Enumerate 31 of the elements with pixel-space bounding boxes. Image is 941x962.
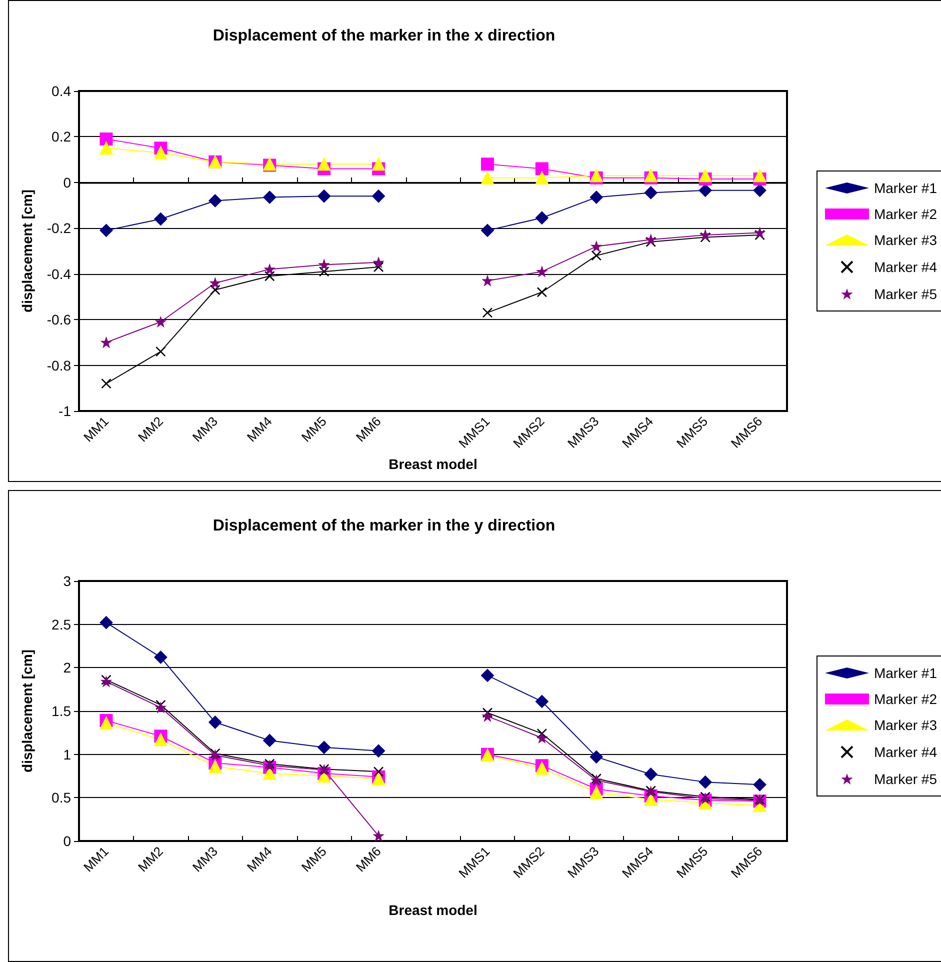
x-axis-title: Breast model xyxy=(388,902,478,918)
y-tick-label: 0.4 xyxy=(52,83,72,99)
legend-label: Marker #4 xyxy=(874,259,938,275)
y-tick-label: -1 xyxy=(58,403,72,419)
legend-label: Marker #5 xyxy=(874,286,938,302)
legend-label: Marker #1 xyxy=(874,180,938,196)
chart-title: Displacement of the marker in the y direction xyxy=(212,518,556,534)
y-tick-label: -0.4 xyxy=(46,266,72,282)
legend-label: Marker #1 xyxy=(874,665,938,681)
y-tick-label: 2.5 xyxy=(52,616,72,632)
y-tick-label: 0.2 xyxy=(52,128,72,145)
y-tick-label: 0 xyxy=(63,833,72,849)
legend-label: Marker #4 xyxy=(874,744,938,760)
y-tick-label: 0 xyxy=(63,174,72,190)
y-axis-title: displacement [cm] xyxy=(19,190,35,312)
y-tick-label: -0.2 xyxy=(46,220,72,236)
y-tick-label: -0.6 xyxy=(46,312,72,328)
y-tick-label: 2 xyxy=(63,660,72,676)
legend-label: Marker #3 xyxy=(874,717,938,733)
legend-label: Marker #5 xyxy=(874,771,938,787)
y-tick-label: 1.5 xyxy=(52,703,72,719)
y-axis-title: displacement [cm] xyxy=(19,650,35,772)
chart-title: Displacement of the marker in the x direction xyxy=(212,28,556,44)
y-tick-label: 0.5 xyxy=(52,790,72,806)
y-tick-label: -0.8 xyxy=(46,357,72,374)
y-tick-label: 3 xyxy=(63,573,72,589)
y-tick-label: 1 xyxy=(63,746,72,762)
legend-label: Marker #3 xyxy=(874,232,938,248)
legend-label: Marker #2 xyxy=(874,691,938,707)
legend-label: Marker #2 xyxy=(874,206,938,222)
x-axis-title: Breast model xyxy=(388,456,478,472)
